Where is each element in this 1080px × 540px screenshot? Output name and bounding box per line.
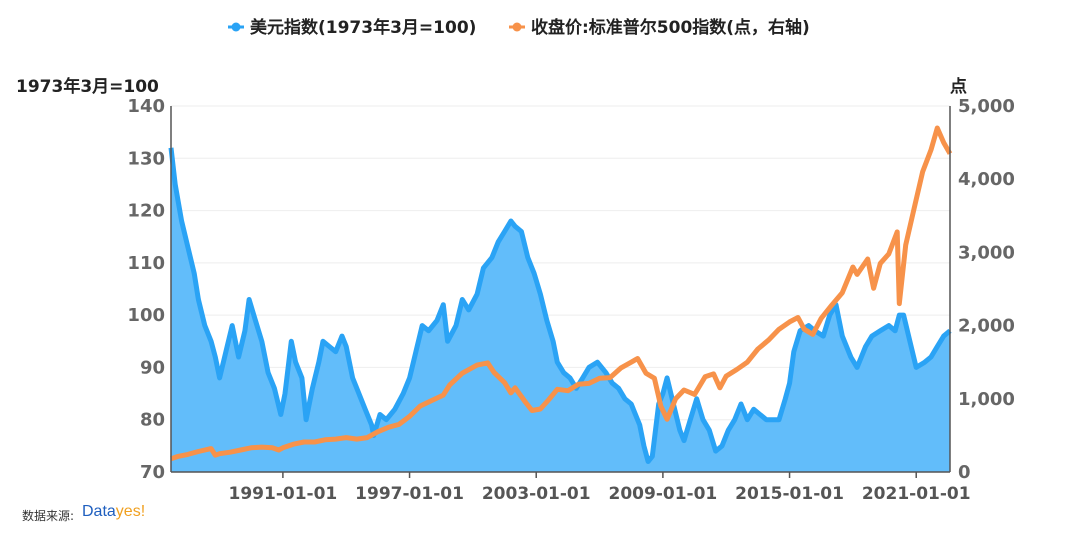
axes (170, 106, 951, 478)
legend-marker-dxy (231, 22, 241, 32)
x-tick-label: 2003-01-01 (482, 484, 591, 504)
legend-item-dxy[interactable]: 美元指数(1973年3月=100) (228, 17, 476, 38)
left-tick-label: 130 (127, 148, 165, 169)
left-axis-title: 1973年3月=100 (16, 76, 159, 97)
dxy-area (171, 147, 950, 473)
legend-label-spx: 收盘价:标准普尔500指数(点，右轴) (531, 17, 810, 38)
dxy-line (168, 147, 952, 464)
right-axis-title: 点 (950, 76, 967, 97)
spx-line (170, 125, 953, 462)
source-label: 数据来源: (22, 509, 75, 523)
x-tick-label: 1991-01-01 (229, 484, 338, 504)
legend-item-spx[interactable]: 收盘价:标准普尔500指数(点，右轴) (509, 17, 810, 38)
legend-marker-spx (512, 22, 522, 32)
right-tick-label: 2,000 (958, 316, 1015, 337)
x-tick-label: 1997-01-01 (355, 484, 464, 504)
x-tick-label: 2015-01-01 (735, 484, 844, 504)
left-tick-label: 90 (140, 357, 165, 378)
right-tick-label: 4,000 (958, 169, 1015, 190)
source-brand-accent: yes! (115, 503, 146, 520)
x-tick-label: 2021-01-01 (862, 484, 971, 504)
left-tick-label: 110 (127, 253, 165, 274)
left-tick-label: 100 (127, 305, 165, 326)
right-tick-label: 1,000 (958, 389, 1015, 410)
legend: 美元指数(1973年3月=100) 收盘价:标准普尔500指数(点，右轴) (228, 17, 810, 38)
series-lines (168, 125, 953, 464)
source-brand-main: Data (82, 503, 116, 520)
right-tick-label: 5,000 (958, 96, 1015, 117)
dxy-area-layer (171, 147, 950, 473)
left-tick-label: 80 (140, 410, 165, 431)
left-tick-label: 120 (127, 201, 165, 222)
x-tick-label: 2009-01-01 (609, 484, 718, 504)
right-tick-label: 3,000 (958, 242, 1015, 263)
legend-label-dxy: 美元指数(1973年3月=100) (250, 17, 476, 38)
tick-labels: 70 80 90 100 110 120 130 140 0 1,000 2,000 3,000 4,0… (127, 96, 1015, 504)
right-tick-label: 0 (958, 462, 971, 483)
left-tick-label: 70 (140, 462, 165, 483)
source-brand-logo: Datayes! (82, 503, 145, 521)
left-tick-label: 140 (127, 96, 165, 117)
